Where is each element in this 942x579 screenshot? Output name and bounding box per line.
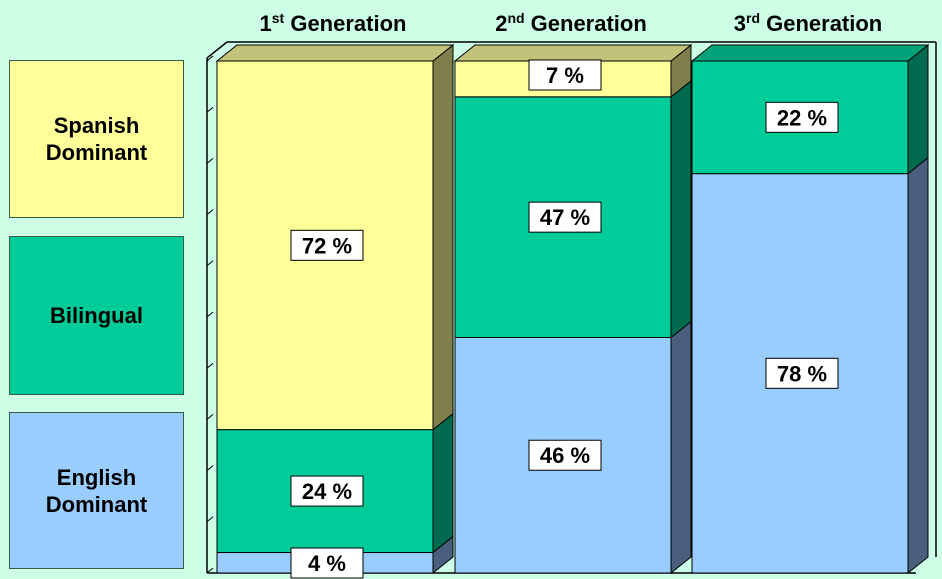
bar-side-face (670, 79, 692, 339)
data-label-box (290, 547, 364, 579)
y-tick (206, 158, 214, 164)
y-tick (206, 209, 214, 215)
data-label-text: 47 % (540, 205, 590, 230)
legend-bilingual-label: Bilingual (50, 303, 143, 328)
data-label: 22 % (765, 101, 839, 133)
y-tick (206, 465, 214, 471)
bar-side-face (907, 43, 929, 175)
bar-top-face (453, 44, 693, 62)
data-label-box (528, 439, 602, 471)
y-tick (206, 106, 214, 113)
category-label-suffix: nd (507, 10, 524, 26)
category-label-number: 2 (495, 11, 507, 36)
legend-spanish-dominant: Spanish Dominant (9, 60, 184, 218)
y-tick (206, 260, 214, 267)
legend-english-dominant: English Dominant (9, 412, 184, 569)
data-label: 24 % (290, 475, 364, 507)
data-label-box (290, 475, 364, 507)
category-label-number: 1 (260, 11, 272, 36)
category-label-number: 3 (734, 11, 746, 36)
data-label-text: 22 % (777, 105, 827, 130)
data-label-text: 72 % (302, 233, 352, 258)
data-label: 78 % (765, 357, 839, 389)
data-label-text: 78 % (777, 361, 827, 386)
data-label-box (290, 229, 364, 261)
data-label-text: 46 % (540, 443, 590, 468)
y-tick (206, 55, 214, 62)
axis-top-edge (206, 41, 228, 59)
data-label: 7 % (528, 59, 602, 91)
data-label-box (765, 357, 839, 389)
y-tick (206, 311, 214, 318)
bar-top-face (690, 44, 930, 62)
data-label-text: 24 % (302, 479, 352, 504)
data-label-box (765, 101, 839, 133)
bar-top-face (215, 44, 455, 62)
category-label-text: Generation (525, 11, 647, 36)
bar-side-face (907, 156, 929, 575)
bar-side-face (432, 43, 454, 431)
data-label: 4 % (290, 547, 364, 579)
legend-spanish-label: Spanish Dominant (45, 113, 148, 165)
category-label-text: Generation (760, 11, 882, 36)
category-label-text: Generation (284, 11, 406, 36)
data-label-text: 4 % (308, 551, 346, 576)
category-label: 1st Generation (260, 10, 407, 36)
bar-side-face (432, 412, 454, 554)
data-label-text: 7 % (546, 63, 584, 88)
bar-stack (453, 43, 693, 575)
category-label: 2nd Generation (495, 10, 647, 36)
y-tick (206, 362, 214, 369)
data-label-box (528, 201, 602, 233)
data-label-box (528, 59, 602, 91)
data-label: 46 % (528, 439, 602, 471)
category-label-suffix: st (272, 10, 285, 26)
data-label: 47 % (528, 201, 602, 233)
bar-side-face (670, 320, 692, 575)
category-label-suffix: rd (746, 10, 760, 26)
y-tick (206, 567, 214, 574)
data-label: 72 % (290, 229, 364, 261)
legend-bilingual: Bilingual (9, 236, 184, 395)
category-label: 3rd Generation (734, 10, 883, 36)
legend-english-label: English Dominant (45, 464, 148, 517)
bar-stack (690, 43, 930, 575)
y-tick (206, 516, 214, 523)
y-tick (206, 414, 214, 420)
